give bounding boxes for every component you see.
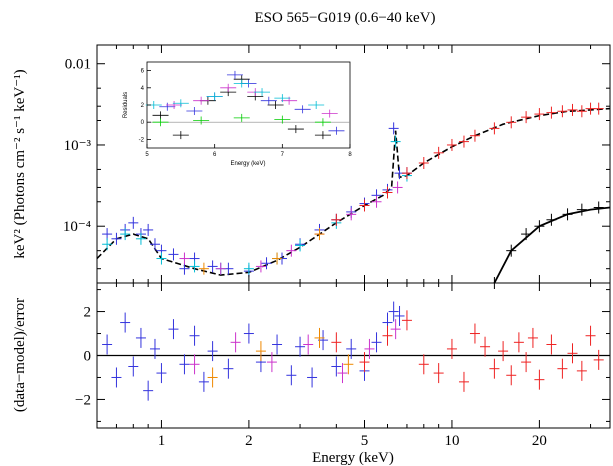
residual-y-tick-label: 2 bbox=[84, 305, 92, 321]
x-tick-label: 1 bbox=[158, 433, 166, 449]
inset-y-tick-label: 4 bbox=[141, 86, 145, 92]
inset-y-tick-label: 0 bbox=[141, 120, 145, 126]
x-tick-label: 10 bbox=[444, 433, 459, 449]
inset-x-tick-label: 7 bbox=[281, 152, 285, 158]
residual-y-axis-label: (data−model)/error bbox=[12, 298, 28, 412]
spectrum-y-tick-label: 10⁻⁴ bbox=[63, 219, 91, 235]
x-tick-label: 5 bbox=[361, 433, 369, 449]
inset-y-label: Residuals bbox=[123, 92, 129, 118]
inset-x-tick-label: 5 bbox=[145, 152, 149, 158]
spectrum-y-tick-label: 0.01 bbox=[65, 57, 91, 73]
x-tick-label: 2 bbox=[245, 433, 253, 449]
chart-title: ESO 565−G019 (0.6−40 keV) bbox=[254, 10, 435, 26]
inset-y-tick-label: -2 bbox=[139, 137, 145, 143]
residual-y-tick-label: −2 bbox=[75, 392, 91, 408]
inset-x-tick-label: 6 bbox=[213, 152, 217, 158]
x-axis-label: Energy (keV) bbox=[312, 450, 394, 466]
residual-panel: 1 2 5 10 20 −2 0 2 bbox=[75, 282, 611, 449]
inset-x-label: Energy (keV) bbox=[230, 161, 265, 167]
inset-y-tick-label: 2 bbox=[141, 103, 145, 109]
spectrum-y-tick-label: 10⁻³ bbox=[64, 138, 92, 154]
inset-y-tick-label: 6 bbox=[141, 69, 145, 75]
x-tick-label: 20 bbox=[532, 433, 547, 449]
spectrum-panel: 10⁻⁴ 10⁻³ 0.01 bbox=[63, 44, 611, 289]
residual-y-tick-label: 0 bbox=[84, 349, 92, 365]
spectrum-y-axis-label: keV² (Photons cm⁻² s⁻¹ keV⁻¹) bbox=[12, 69, 28, 258]
inset-panel: Energy (keV) Residuals 5 6 7 8 -2 0 2 4 6 bbox=[123, 61, 352, 167]
inset-x-tick-label: 8 bbox=[348, 152, 352, 158]
